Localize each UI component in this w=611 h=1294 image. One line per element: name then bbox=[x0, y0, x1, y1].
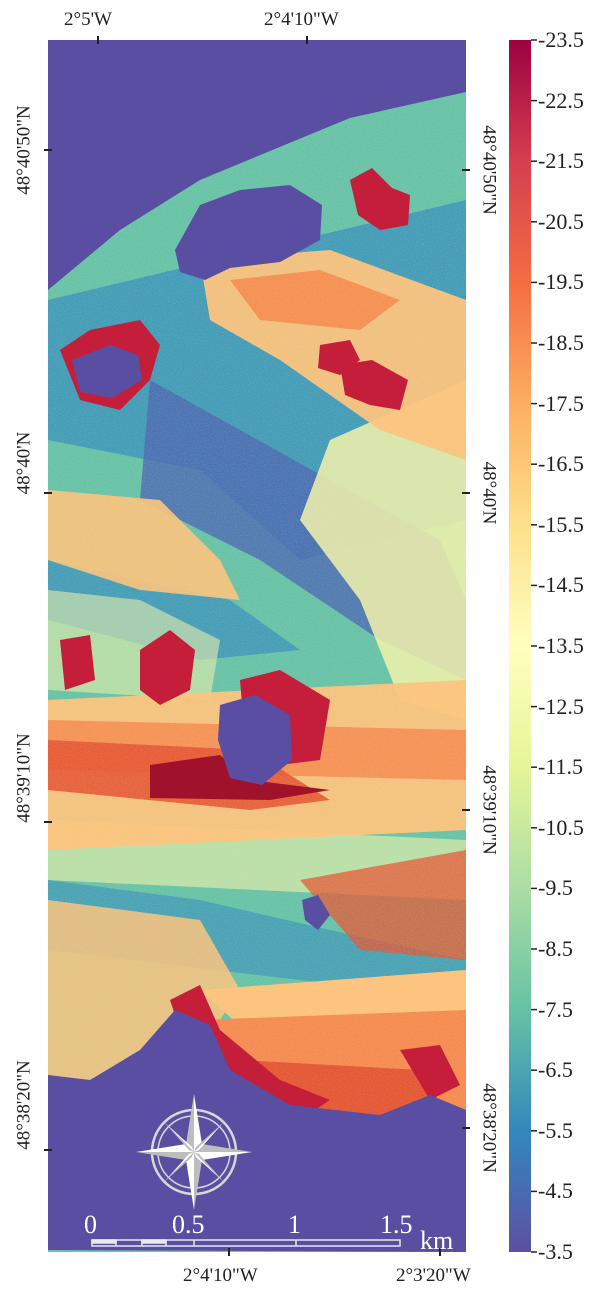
left-lat-label: 48°39'10"N bbox=[13, 733, 35, 823]
colorbar-tick-label: -23.5 bbox=[538, 27, 584, 52]
right-lat-label: 48°40'50"N bbox=[478, 125, 500, 215]
colorbar-tick-label: -14.5 bbox=[538, 572, 584, 598]
right-lat-label: 48°40'N bbox=[478, 461, 500, 525]
scale-unit: km bbox=[420, 1226, 454, 1255]
colorbar-tick-label: -5.5 bbox=[538, 1117, 573, 1143]
colorbar-tick-label: -3.5 bbox=[538, 1239, 573, 1264]
compass-rose-icon bbox=[136, 1094, 252, 1210]
colorbar-tick-label: -6.5 bbox=[538, 1057, 573, 1083]
colorbar-tick-label: -10.5 bbox=[538, 814, 584, 840]
scale-bar bbox=[91, 1239, 401, 1247]
colorbar-tick-label: -7.5 bbox=[538, 996, 573, 1022]
colorbar-tick-label: -17.5 bbox=[538, 390, 584, 416]
colorbar-tick-label: -15.5 bbox=[538, 511, 584, 537]
bottom-lon-label: 2°3'20"W bbox=[396, 1265, 471, 1286]
colorbar bbox=[509, 40, 531, 1252]
right-lat-label: 48°38'20"N bbox=[478, 1083, 500, 1173]
frame-ticks bbox=[44, 36, 470, 1256]
scale-label: 1.5 bbox=[380, 1210, 413, 1239]
left-lat-label: 48°40'50"N bbox=[13, 105, 35, 195]
scale-label: 0.5 bbox=[172, 1210, 205, 1239]
scale-label: 0 bbox=[84, 1210, 97, 1239]
colorbar-tick-label: -11.5 bbox=[538, 754, 584, 780]
right-lat-label: 48°39'10"N bbox=[478, 765, 500, 855]
colorbar-tick-label: -21.5 bbox=[538, 148, 584, 174]
colorbar-tick-label: -20.5 bbox=[538, 208, 584, 234]
colorbar-tick-label: -13.5 bbox=[538, 633, 584, 658]
colorbar-tick-label: -8.5 bbox=[538, 936, 573, 961]
top-lon-label: 2°5'W bbox=[64, 9, 112, 30]
colorbar-tick-label: -19.5 bbox=[538, 269, 584, 295]
colorbar-tick-label: -16.5 bbox=[538, 451, 584, 477]
scale-label: 1 bbox=[288, 1210, 301, 1239]
colorbar-tick-label: -4.5 bbox=[538, 1178, 573, 1204]
colorbar-ticks bbox=[531, 39, 537, 1253]
colorbar-tick-label: -12.5 bbox=[538, 693, 584, 719]
left-lat-label: 48°40'N bbox=[13, 431, 35, 495]
colorbar-tick-label: -22.5 bbox=[538, 87, 584, 113]
left-lat-label: 48°38'20"N bbox=[13, 1060, 35, 1150]
colorbar-tick-label: -9.5 bbox=[538, 875, 573, 901]
colorbar-tick-label: -18.5 bbox=[538, 330, 584, 355]
bottom-lon-label: 2°4'10"W bbox=[183, 1265, 258, 1286]
map-raster bbox=[48, 40, 466, 1252]
top-lon-label: 2°4'10"W bbox=[264, 9, 339, 30]
